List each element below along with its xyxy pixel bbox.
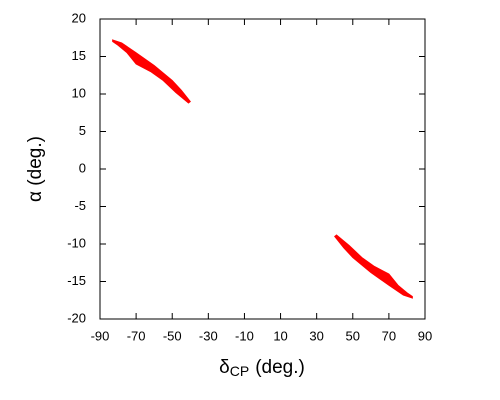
x-label-subscript: CP bbox=[230, 363, 249, 379]
x-tick-label: 70 bbox=[382, 328, 396, 343]
x-tick-label: 30 bbox=[309, 328, 323, 343]
y-tick-label: 0 bbox=[79, 160, 86, 175]
x-tick-label: 10 bbox=[273, 328, 287, 343]
y-tick-label: -15 bbox=[67, 273, 86, 288]
x-label-unit: (deg.) bbox=[255, 357, 305, 378]
y-tick-label: -20 bbox=[67, 310, 86, 325]
x-tick-label: -50 bbox=[163, 328, 182, 343]
x-label-symbol: δ bbox=[219, 357, 230, 378]
x-tick-label: -90 bbox=[91, 328, 110, 343]
y-tick-label: -10 bbox=[67, 235, 86, 250]
allowed-region bbox=[112, 39, 191, 104]
y-tick-label: 15 bbox=[72, 48, 86, 63]
x-tick-label: -70 bbox=[127, 328, 146, 343]
x-axis-title: δCP (deg.) bbox=[219, 357, 305, 379]
y-tick-label: 5 bbox=[79, 123, 86, 138]
y-tick-label: -5 bbox=[74, 198, 86, 213]
allowed-region bbox=[334, 234, 413, 299]
x-tick-label: -30 bbox=[199, 328, 218, 343]
x-tick-label: 90 bbox=[418, 328, 432, 343]
x-tick-label: 50 bbox=[346, 328, 360, 343]
y-tick-label: 10 bbox=[72, 85, 86, 100]
y-axis-title: α (deg.) bbox=[25, 136, 46, 202]
y-tick-label: 20 bbox=[72, 10, 86, 25]
x-tick-label: -10 bbox=[235, 328, 254, 343]
